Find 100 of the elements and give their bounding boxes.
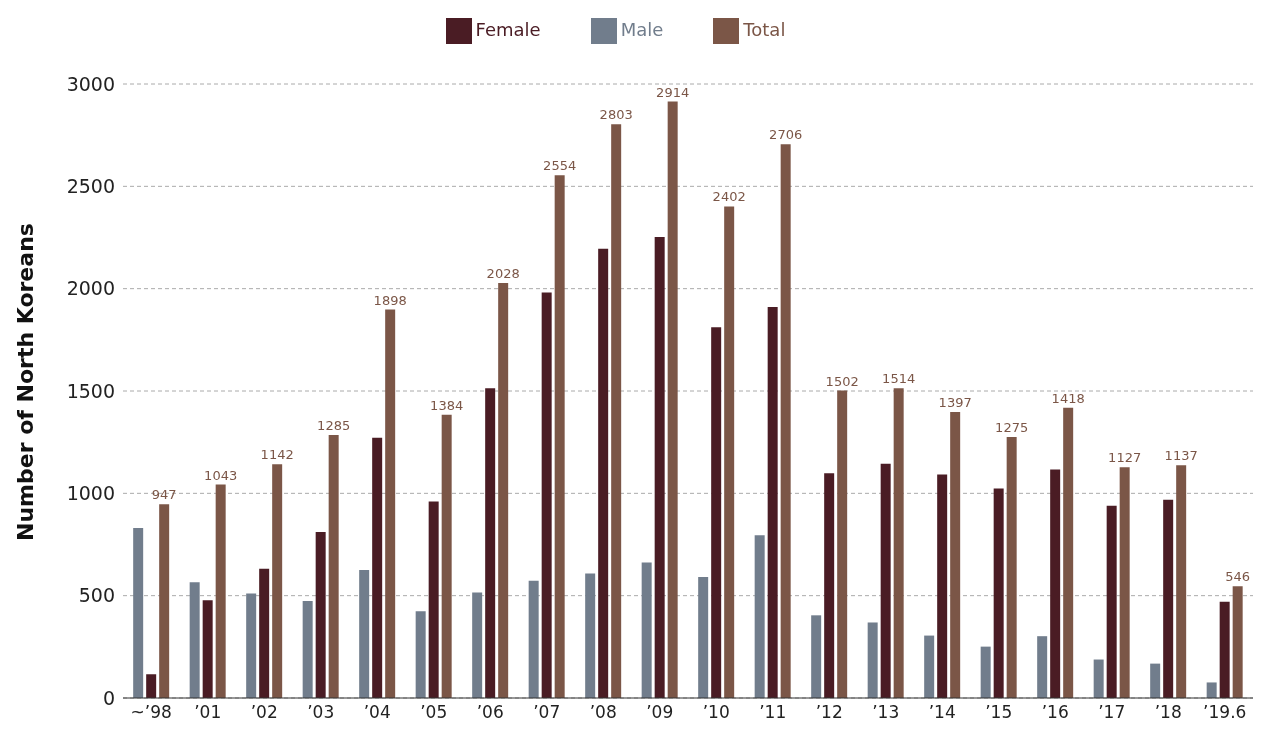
bar bbox=[259, 568, 270, 698]
x-tick-label: ’03 bbox=[307, 702, 335, 723]
y-tick-label: 1000 bbox=[66, 482, 115, 505]
bar bbox=[328, 435, 339, 698]
bar bbox=[937, 474, 948, 698]
data-label: 2706 bbox=[769, 127, 803, 143]
bar bbox=[1050, 469, 1061, 698]
y-axis-title: Number of North Koreans bbox=[12, 223, 38, 541]
bar bbox=[1219, 601, 1230, 698]
x-tick-label: ’10 bbox=[702, 702, 730, 723]
x-tick-label: ’04 bbox=[363, 702, 391, 723]
x-tick-label: ’05 bbox=[420, 702, 448, 723]
bar bbox=[485, 388, 496, 698]
bar bbox=[1063, 407, 1074, 698]
bar bbox=[893, 388, 904, 698]
bar bbox=[554, 175, 565, 698]
y-tick-label: 3000 bbox=[66, 72, 115, 95]
bar bbox=[385, 309, 396, 698]
bar bbox=[359, 569, 370, 698]
y-tick-label: 2500 bbox=[66, 175, 115, 198]
bar bbox=[146, 674, 157, 698]
x-tick-label: ’07 bbox=[533, 702, 561, 723]
data-label: 1285 bbox=[317, 418, 351, 433]
bar bbox=[950, 412, 961, 698]
x-tick-label: ’13 bbox=[872, 702, 900, 723]
bar bbox=[993, 488, 1004, 698]
x-tick-label: ’12 bbox=[815, 702, 843, 723]
x-tick-label: ’18 bbox=[1154, 702, 1182, 723]
bar bbox=[824, 473, 835, 698]
x-tick-label: ’14 bbox=[928, 702, 956, 723]
data-label: 1127 bbox=[1108, 450, 1142, 466]
y-tick-label: 1500 bbox=[66, 379, 115, 402]
bar bbox=[667, 101, 678, 698]
data-label: 546 bbox=[1225, 569, 1251, 585]
x-tick-label: ~’98 bbox=[130, 702, 172, 723]
bar bbox=[924, 635, 935, 698]
bar bbox=[837, 390, 848, 698]
bar bbox=[302, 600, 313, 698]
y-tick-label: 500 bbox=[78, 584, 115, 607]
x-tick-label: ’02 bbox=[250, 702, 278, 723]
bar bbox=[611, 124, 622, 698]
legend-label: Male bbox=[620, 19, 664, 40]
data-label: 1898 bbox=[373, 292, 407, 308]
bar bbox=[1037, 636, 1048, 698]
x-tick-label: ’17 bbox=[1098, 702, 1126, 723]
bar bbox=[1232, 586, 1243, 698]
bar bbox=[133, 527, 144, 698]
bar bbox=[372, 437, 383, 698]
x-tick-label: ’01 bbox=[194, 702, 222, 723]
bar bbox=[215, 484, 226, 698]
bar bbox=[867, 622, 878, 698]
bar bbox=[980, 646, 991, 698]
data-label: 1384 bbox=[430, 397, 464, 413]
bar bbox=[441, 414, 452, 698]
bar bbox=[415, 611, 426, 698]
data-label: 1514 bbox=[882, 371, 916, 387]
data-label: 2914 bbox=[656, 84, 690, 100]
data-label: 1418 bbox=[1051, 390, 1085, 406]
bar bbox=[1119, 467, 1130, 698]
data-label: 2028 bbox=[486, 265, 520, 281]
bar bbox=[1006, 437, 1017, 698]
bar bbox=[528, 580, 539, 698]
bar bbox=[472, 592, 483, 698]
data-label: 1043 bbox=[204, 467, 238, 483]
bar bbox=[780, 144, 791, 698]
x-tick-label: ’16 bbox=[1041, 702, 1069, 723]
bar bbox=[585, 573, 596, 698]
x-tick-label: ’08 bbox=[589, 702, 617, 723]
legend-label: Female bbox=[475, 19, 541, 40]
x-tick-label: ’06 bbox=[476, 702, 504, 723]
x-tick-label: ’09 bbox=[646, 702, 674, 723]
bar bbox=[724, 206, 735, 698]
bar bbox=[880, 463, 891, 698]
bar bbox=[598, 248, 609, 698]
y-tick-label: 2000 bbox=[66, 277, 115, 300]
bar bbox=[159, 504, 170, 698]
x-tick-label: ’15 bbox=[985, 702, 1013, 723]
bar bbox=[1176, 465, 1187, 698]
bar bbox=[246, 593, 257, 698]
bar bbox=[1093, 659, 1104, 698]
bar bbox=[811, 615, 822, 698]
legend-label: Total bbox=[743, 19, 786, 40]
bar bbox=[189, 582, 200, 698]
bar bbox=[1206, 682, 1217, 698]
data-label: 2402 bbox=[712, 189, 746, 205]
bar bbox=[711, 327, 722, 698]
x-tick-label: ’11 bbox=[759, 702, 787, 723]
bar bbox=[698, 577, 709, 698]
y-tick-label: 0 bbox=[102, 686, 115, 709]
bar bbox=[767, 306, 778, 698]
data-label: 2554 bbox=[543, 158, 577, 174]
data-label: 2803 bbox=[599, 107, 633, 123]
bar bbox=[1163, 499, 1174, 698]
bar bbox=[272, 464, 283, 698]
bar bbox=[1150, 663, 1161, 698]
bar bbox=[428, 501, 439, 698]
bar bbox=[754, 535, 765, 698]
data-label: 1502 bbox=[825, 373, 859, 389]
bar bbox=[315, 532, 326, 698]
data-label: 1397 bbox=[938, 395, 972, 411]
